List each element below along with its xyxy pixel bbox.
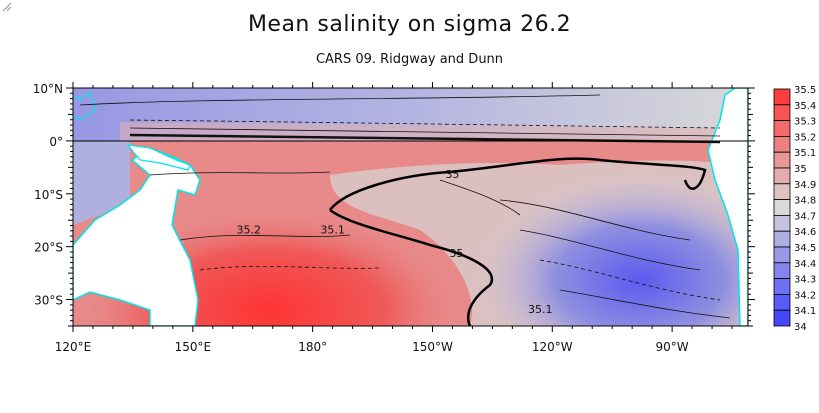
colorbar-label: 34.3 bbox=[794, 275, 816, 286]
land-south-america bbox=[707, 88, 748, 326]
contour-label: 35.2 bbox=[236, 223, 261, 236]
colorbar-swatch bbox=[773, 167, 791, 185]
y-tick-label: 30°S bbox=[34, 294, 63, 308]
colorbar-swatch bbox=[773, 293, 791, 311]
colorbar-swatch bbox=[773, 183, 791, 201]
colorbar-swatch bbox=[773, 120, 791, 137]
map-subtitle: CARS 09. Ridgway and Dunn bbox=[315, 52, 504, 67]
colorbar-label: 34.4 bbox=[794, 259, 816, 270]
colorbar-swatch bbox=[773, 262, 791, 279]
contour-label: 35 bbox=[445, 168, 459, 181]
contour-label: 35.1 bbox=[320, 223, 345, 236]
colorbar-label: 35.2 bbox=[794, 132, 816, 143]
map-title: Mean salinity on sigma 26.2 bbox=[247, 12, 572, 37]
colorbar-label: 34.9 bbox=[794, 180, 816, 191]
x-tick-label: 120°E bbox=[55, 340, 92, 354]
colorbar-swatch bbox=[773, 151, 791, 169]
colorbar-label: 35 bbox=[794, 164, 807, 175]
x-tick-label: 150°W bbox=[412, 340, 453, 354]
colorbar-label: 34.5 bbox=[794, 243, 816, 254]
colorbar-label: 34.7 bbox=[794, 211, 816, 222]
y-tick-label: 0° bbox=[49, 135, 63, 149]
colorbar-swatch bbox=[773, 104, 791, 122]
y-tick-label: 20°S bbox=[34, 241, 63, 255]
y-tick-label: 10°S bbox=[34, 188, 63, 202]
low-salinity-region bbox=[470, 170, 748, 326]
colorbar-swatch bbox=[773, 135, 791, 153]
contour-label: 35.1 bbox=[528, 303, 553, 316]
colorbar-label: 35.5 bbox=[794, 85, 816, 96]
x-tick-label: 90°W bbox=[656, 340, 689, 354]
colorbar-swatch bbox=[773, 199, 791, 216]
colorbar-label: 34.8 bbox=[794, 196, 816, 207]
colorbar-swatch bbox=[773, 246, 791, 264]
x-tick-label: 150°E bbox=[175, 340, 212, 354]
colorbar-label: 35.1 bbox=[794, 148, 816, 159]
colorbar-label: 34.2 bbox=[794, 290, 816, 301]
colorbar-label: 34.1 bbox=[794, 306, 816, 317]
colorbar: 35.5 35.4 35.3 35.2 35.1 35 34.9 34.8 34.7 34.6 34… bbox=[773, 85, 816, 333]
colorbar-label: 35.3 bbox=[794, 117, 816, 128]
x-tick-label: 120°W bbox=[532, 340, 573, 354]
colorbar-swatch bbox=[773, 230, 791, 248]
contour-35 bbox=[329, 157, 707, 211]
colorbar-swatch bbox=[773, 278, 791, 295]
land-australia bbox=[73, 147, 201, 326]
colorbar-swatch bbox=[773, 309, 791, 327]
x-tick-label: 180° bbox=[298, 340, 327, 354]
colorbar-label: 35.4 bbox=[794, 101, 816, 112]
colorbar-label: 34.6 bbox=[794, 227, 816, 238]
contour-label: 35 bbox=[449, 247, 463, 260]
colorbar-label: 34 bbox=[794, 322, 807, 333]
y-tick-label: 10°N bbox=[33, 82, 63, 96]
resize-grip-icon[interactable] bbox=[0, 0, 12, 12]
map-field: 35 35.2 35.1 35 35.1 bbox=[73, 88, 748, 326]
colorbar-swatch bbox=[773, 214, 791, 232]
map-frame bbox=[72, 87, 749, 327]
colorbar-swatch bbox=[773, 88, 791, 106]
